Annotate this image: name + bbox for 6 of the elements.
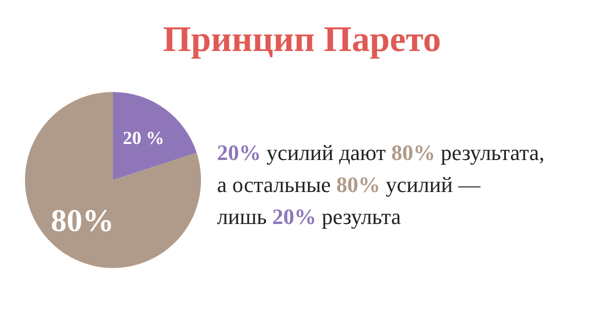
- pie-slice: [113, 92, 197, 180]
- data-label: 20 %: [122, 128, 164, 148]
- data-label: 80%: [50, 203, 114, 238]
- pie-slice: [25, 92, 201, 268]
- text: 20% усилий дают 80% результата, а остальные 80% усилий — лишь 20% результа: [217, 140, 544, 229]
- text: Принцип Парето: [162, 18, 442, 60]
